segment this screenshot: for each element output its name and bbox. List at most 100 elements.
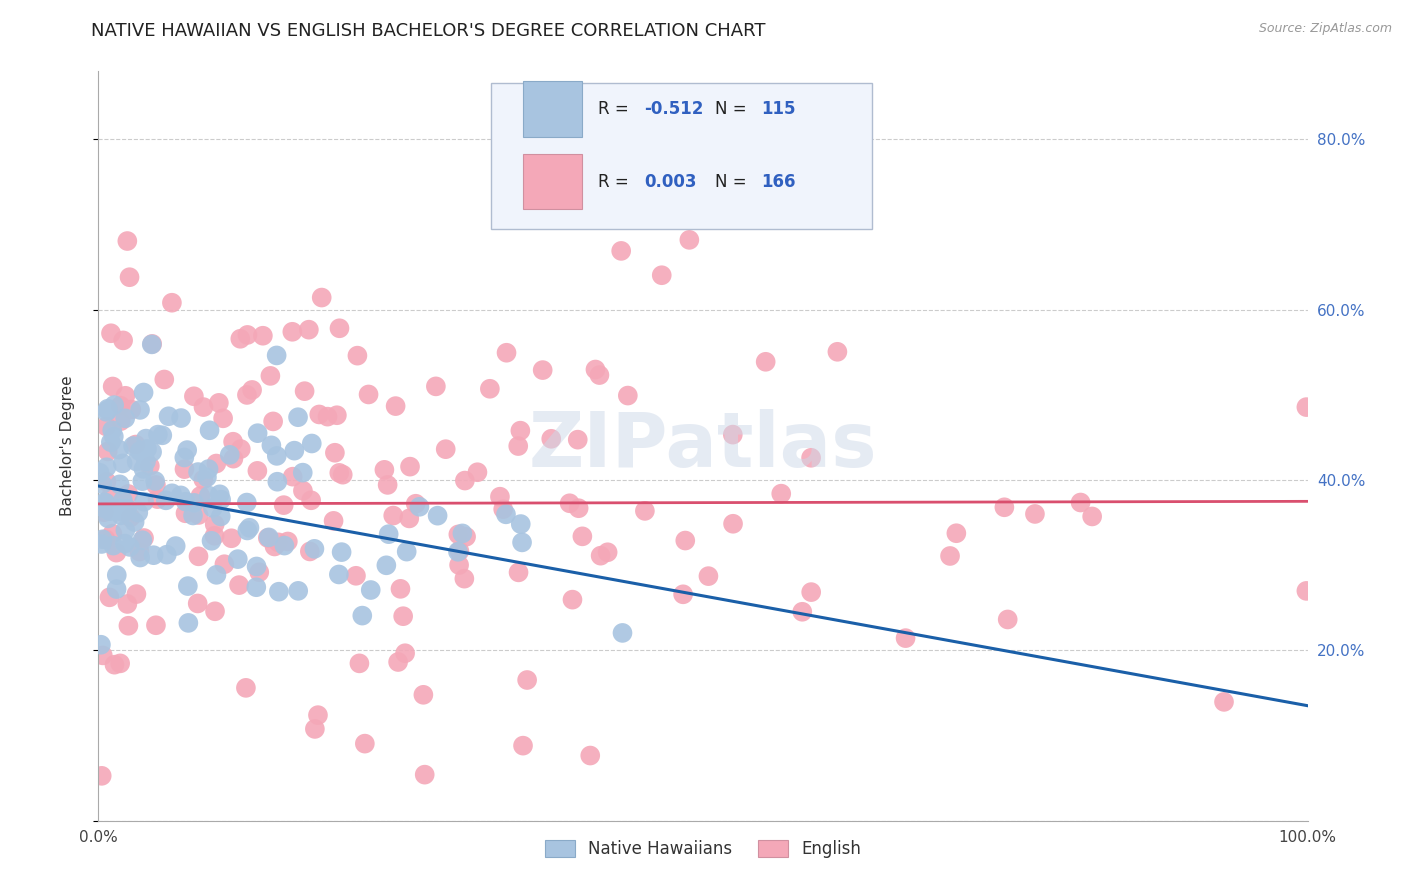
Point — [153, 372, 176, 386]
Point — [117, 618, 139, 632]
Point — [405, 497, 427, 511]
Text: -0.512: -0.512 — [644, 100, 703, 118]
Point — [721, 516, 744, 531]
Point — [328, 321, 350, 335]
Point — [792, 605, 814, 619]
Point — [190, 489, 212, 503]
Point — [449, 544, 471, 558]
Point — [105, 568, 128, 582]
Point — [307, 708, 329, 723]
Point — [111, 457, 134, 471]
Point — [245, 580, 267, 594]
Point — [256, 531, 278, 545]
Point — [257, 530, 280, 544]
Text: 166: 166 — [761, 172, 796, 191]
Point — [195, 470, 218, 484]
FancyBboxPatch shape — [523, 153, 582, 210]
Point — [332, 467, 354, 482]
Point — [208, 396, 231, 410]
Point — [508, 439, 530, 453]
Point — [377, 527, 399, 541]
Point — [589, 549, 612, 563]
Point — [118, 540, 141, 554]
Point — [143, 474, 166, 488]
Point — [492, 502, 515, 516]
Point — [131, 533, 153, 548]
Point — [939, 549, 962, 563]
Point — [330, 545, 353, 559]
Point — [266, 348, 288, 362]
Point — [344, 569, 367, 583]
Point — [176, 443, 198, 458]
Point — [326, 409, 349, 423]
Point — [91, 648, 114, 663]
Text: Source: ZipAtlas.com: Source: ZipAtlas.com — [1258, 22, 1392, 36]
Point — [399, 459, 422, 474]
Point — [129, 403, 152, 417]
Point — [90, 638, 112, 652]
Point — [509, 517, 531, 532]
Point — [125, 437, 148, 451]
Point — [945, 526, 967, 541]
Point — [512, 739, 534, 753]
Point — [97, 403, 120, 417]
Point — [346, 349, 368, 363]
Point — [128, 444, 150, 458]
Point — [222, 451, 245, 466]
Point — [97, 511, 120, 525]
Text: N =: N = — [716, 100, 752, 118]
Point — [160, 295, 183, 310]
Point — [96, 419, 118, 434]
Point — [263, 540, 285, 554]
Point — [114, 389, 136, 403]
Point — [426, 508, 449, 523]
Point — [236, 327, 259, 342]
Point — [447, 545, 470, 559]
Point — [120, 402, 142, 417]
Point — [141, 337, 163, 351]
Point — [208, 487, 231, 501]
Point — [112, 334, 135, 348]
Point — [384, 399, 406, 413]
Point — [187, 465, 209, 479]
Point — [125, 454, 148, 468]
Point — [101, 379, 124, 393]
Point — [894, 631, 917, 645]
Point — [205, 567, 228, 582]
Point — [395, 544, 418, 558]
Point — [129, 550, 152, 565]
Point — [510, 535, 533, 549]
Point — [800, 585, 823, 599]
Point — [721, 427, 744, 442]
Point — [183, 389, 205, 403]
Point — [209, 509, 232, 524]
Point — [287, 410, 309, 425]
Point — [150, 428, 173, 442]
Point — [108, 442, 131, 457]
Point — [579, 748, 602, 763]
Point — [205, 457, 228, 471]
Point — [377, 478, 399, 492]
Point — [389, 582, 412, 596]
Point — [91, 477, 114, 491]
Point — [247, 566, 270, 580]
Point — [187, 549, 209, 564]
Point — [291, 483, 314, 498]
Point — [214, 558, 236, 572]
Point — [252, 328, 274, 343]
Point — [413, 767, 436, 781]
Point — [212, 411, 235, 425]
Point — [177, 615, 200, 630]
Point — [540, 432, 562, 446]
Point — [495, 508, 517, 522]
Point — [651, 268, 673, 283]
Point — [177, 579, 200, 593]
Point — [156, 548, 179, 562]
Point — [281, 325, 304, 339]
Point — [283, 443, 305, 458]
Point — [352, 608, 374, 623]
Point — [246, 426, 269, 441]
Text: 0.003: 0.003 — [644, 172, 696, 191]
Point — [238, 521, 260, 535]
Point — [98, 491, 121, 505]
